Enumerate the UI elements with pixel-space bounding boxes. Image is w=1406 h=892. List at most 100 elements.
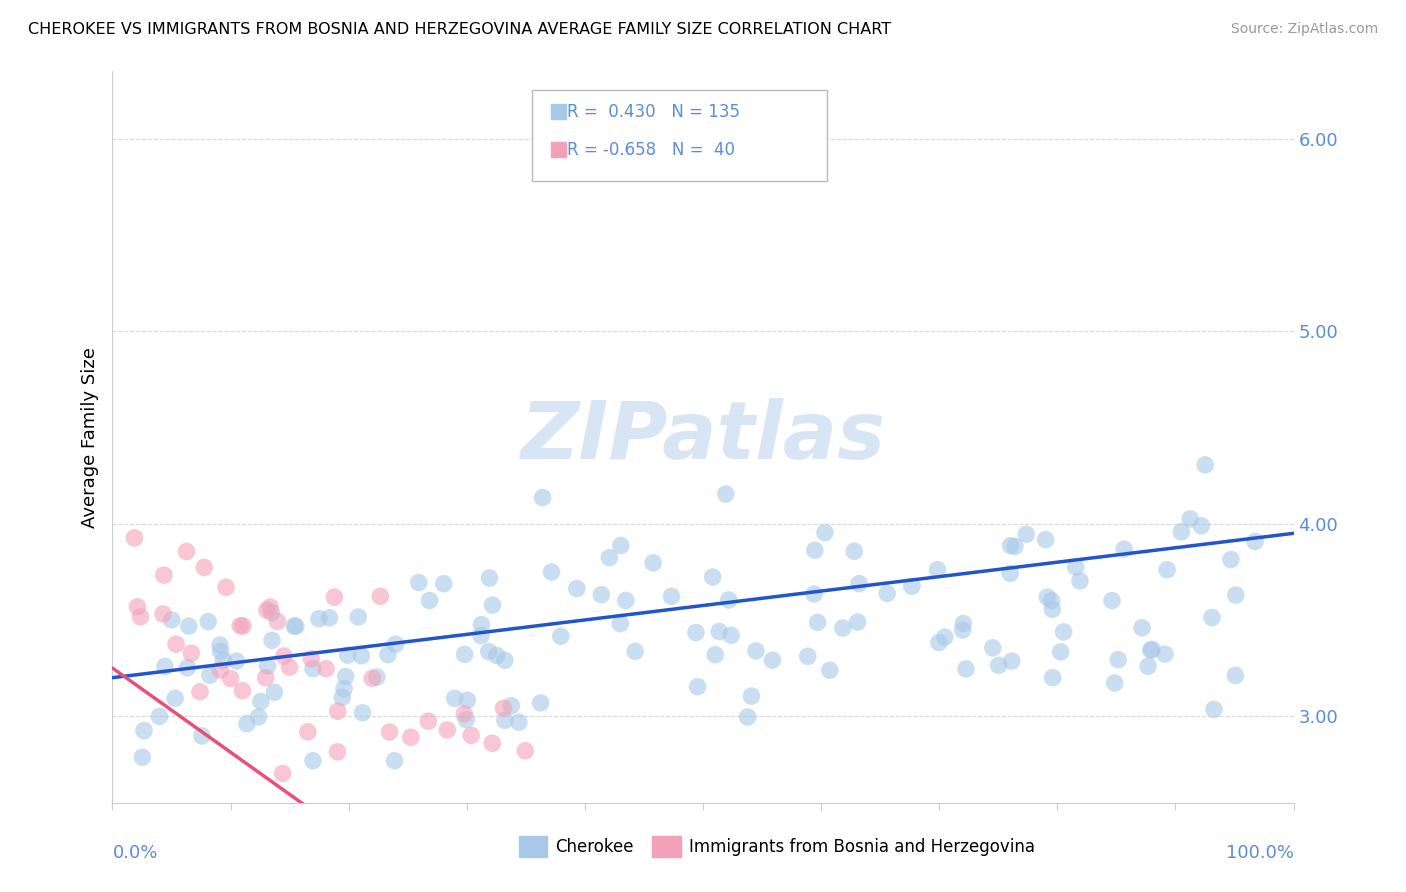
Point [368, 589, 391, 603]
FancyBboxPatch shape [551, 143, 565, 157]
Point [256, 603, 278, 617]
Point [955, 662, 977, 676]
Point [610, 539, 633, 553]
Point [797, 649, 820, 664]
Point [1036, 590, 1059, 604]
Point [408, 575, 430, 590]
Point [1040, 593, 1063, 607]
Point [250, 694, 273, 708]
Point [198, 668, 221, 682]
Point [278, 660, 301, 674]
Point [225, 654, 247, 668]
Point [384, 637, 406, 651]
Point [624, 644, 647, 658]
Point [848, 576, 870, 591]
Point [952, 616, 974, 631]
Point [844, 544, 866, 558]
Point [197, 615, 219, 629]
Point [177, 619, 200, 633]
Point [952, 623, 974, 637]
Point [565, 582, 588, 596]
Point [378, 725, 401, 739]
Point [492, 701, 515, 715]
Point [247, 710, 270, 724]
Point [152, 607, 174, 621]
Point [433, 576, 456, 591]
Point [323, 591, 346, 605]
Point [132, 723, 155, 738]
Point [215, 580, 238, 594]
Point [336, 648, 359, 662]
Point [236, 716, 259, 731]
Point [494, 713, 516, 727]
Point [720, 628, 742, 642]
Point [219, 672, 242, 686]
Point [501, 698, 523, 713]
Point [366, 670, 388, 684]
Point [232, 619, 254, 633]
Point [308, 612, 330, 626]
Point [818, 663, 841, 677]
Point [377, 648, 399, 662]
Point [478, 571, 501, 585]
Point [531, 491, 554, 505]
Text: R =  0.430   N = 135: R = 0.430 N = 135 [567, 103, 740, 120]
Point [707, 624, 730, 639]
Point [1170, 524, 1192, 539]
Text: ZIPatlas: ZIPatlas [520, 398, 886, 476]
Point [271, 766, 294, 780]
Point [229, 618, 252, 632]
Point [1137, 659, 1160, 673]
Point [987, 658, 1010, 673]
Point [550, 629, 572, 643]
Point [928, 635, 950, 649]
Point [1104, 676, 1126, 690]
Point [302, 662, 325, 676]
Point [315, 662, 337, 676]
Point [686, 680, 709, 694]
Point [1107, 653, 1129, 667]
Point [399, 730, 422, 744]
Point [1000, 539, 1022, 553]
Point [761, 653, 783, 667]
Point [283, 619, 305, 633]
Point [176, 661, 198, 675]
Point [685, 625, 707, 640]
Point [1130, 621, 1153, 635]
Point [443, 691, 465, 706]
Point [485, 648, 508, 663]
Point [481, 736, 503, 750]
Point [302, 754, 325, 768]
Point [209, 638, 232, 652]
Point [1194, 458, 1216, 472]
Point [745, 644, 768, 658]
Point [1139, 643, 1161, 657]
Point [326, 704, 349, 718]
Point [165, 637, 187, 651]
Point [260, 606, 283, 620]
Point [609, 616, 631, 631]
Text: R = -0.658   N =  40: R = -0.658 N = 40 [567, 141, 735, 159]
Point [335, 669, 357, 683]
Point [333, 681, 356, 696]
Point [643, 556, 665, 570]
Point [529, 696, 551, 710]
Point [1114, 542, 1136, 557]
Point [831, 621, 853, 635]
Point [1244, 534, 1267, 549]
Point [259, 600, 281, 615]
Point [418, 593, 440, 607]
Point [661, 590, 683, 604]
Point [478, 644, 501, 658]
Point [1052, 624, 1074, 639]
Point [1201, 610, 1223, 624]
Point [814, 525, 837, 540]
FancyBboxPatch shape [551, 104, 565, 119]
Point [456, 693, 478, 707]
Point [165, 691, 187, 706]
Point [153, 568, 176, 582]
Point [1156, 563, 1178, 577]
Point [1069, 574, 1091, 588]
Point [153, 659, 176, 673]
Point [927, 563, 949, 577]
